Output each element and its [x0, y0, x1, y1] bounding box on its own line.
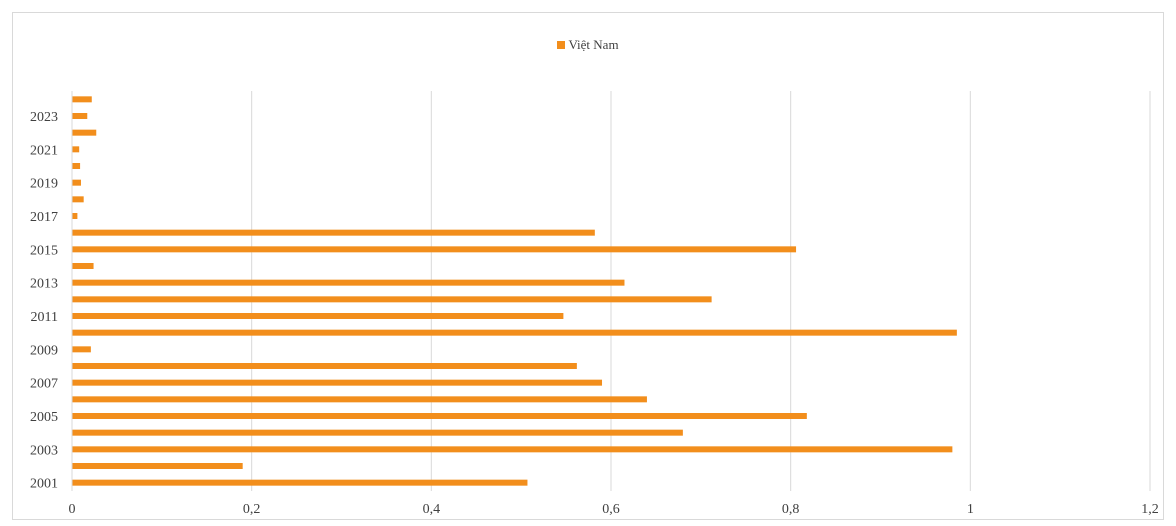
legend-label: Việt Nam	[568, 37, 619, 52]
bar-2017	[72, 213, 78, 219]
bar-2022	[72, 129, 97, 136]
x-tick-label: 0,2	[243, 502, 261, 517]
bar-2001	[72, 479, 528, 486]
bar-2015	[72, 246, 797, 253]
bar-2007	[72, 379, 603, 386]
y-tick-label: 2017	[30, 210, 58, 225]
bar-2024	[72, 96, 92, 103]
y-tick-label: 2005	[30, 410, 58, 425]
x-tick-label: 0,4	[423, 502, 441, 517]
y-tick-label: 2019	[30, 177, 58, 192]
bar-2016	[72, 229, 595, 236]
bar-2002	[72, 463, 243, 469]
bar-2012	[72, 296, 712, 303]
y-tick-label: 2007	[30, 377, 58, 392]
bar-2004	[72, 429, 683, 436]
bar-2005	[72, 413, 807, 419]
y-tick-label: 2003	[30, 443, 58, 458]
x-tick-label: 0,8	[782, 502, 800, 517]
bar-2006	[72, 396, 647, 403]
bar-2018	[72, 196, 84, 203]
bar-2009	[72, 346, 91, 353]
bar-2011	[72, 313, 564, 319]
bar-2013	[72, 279, 625, 286]
x-tick-label: 1	[967, 502, 974, 517]
bar-2008	[72, 363, 577, 369]
y-tick-label: 2015	[30, 243, 58, 258]
bar-2023	[72, 113, 88, 119]
bar-2019	[72, 179, 81, 186]
bar-2020	[72, 163, 81, 169]
legend: Việt Nam	[0, 37, 1176, 53]
x-tick-label: 0	[69, 502, 76, 517]
y-tick-label: 2021	[30, 143, 58, 158]
legend-swatch	[557, 41, 566, 49]
bar-2021	[72, 146, 80, 153]
x-tick-label: 0,6	[602, 502, 620, 517]
y-tick-label: 2023	[30, 110, 58, 125]
bar-2003	[72, 446, 953, 453]
y-tick-label: 2013	[30, 277, 58, 292]
y-tick-label: 2009	[30, 343, 58, 358]
y-tick-label: 2001	[30, 477, 58, 492]
x-tick-label: 1,2	[1141, 502, 1159, 517]
bar-2010	[72, 329, 957, 336]
bar-2014	[72, 263, 94, 269]
y-tick-label: 2011	[31, 310, 58, 325]
